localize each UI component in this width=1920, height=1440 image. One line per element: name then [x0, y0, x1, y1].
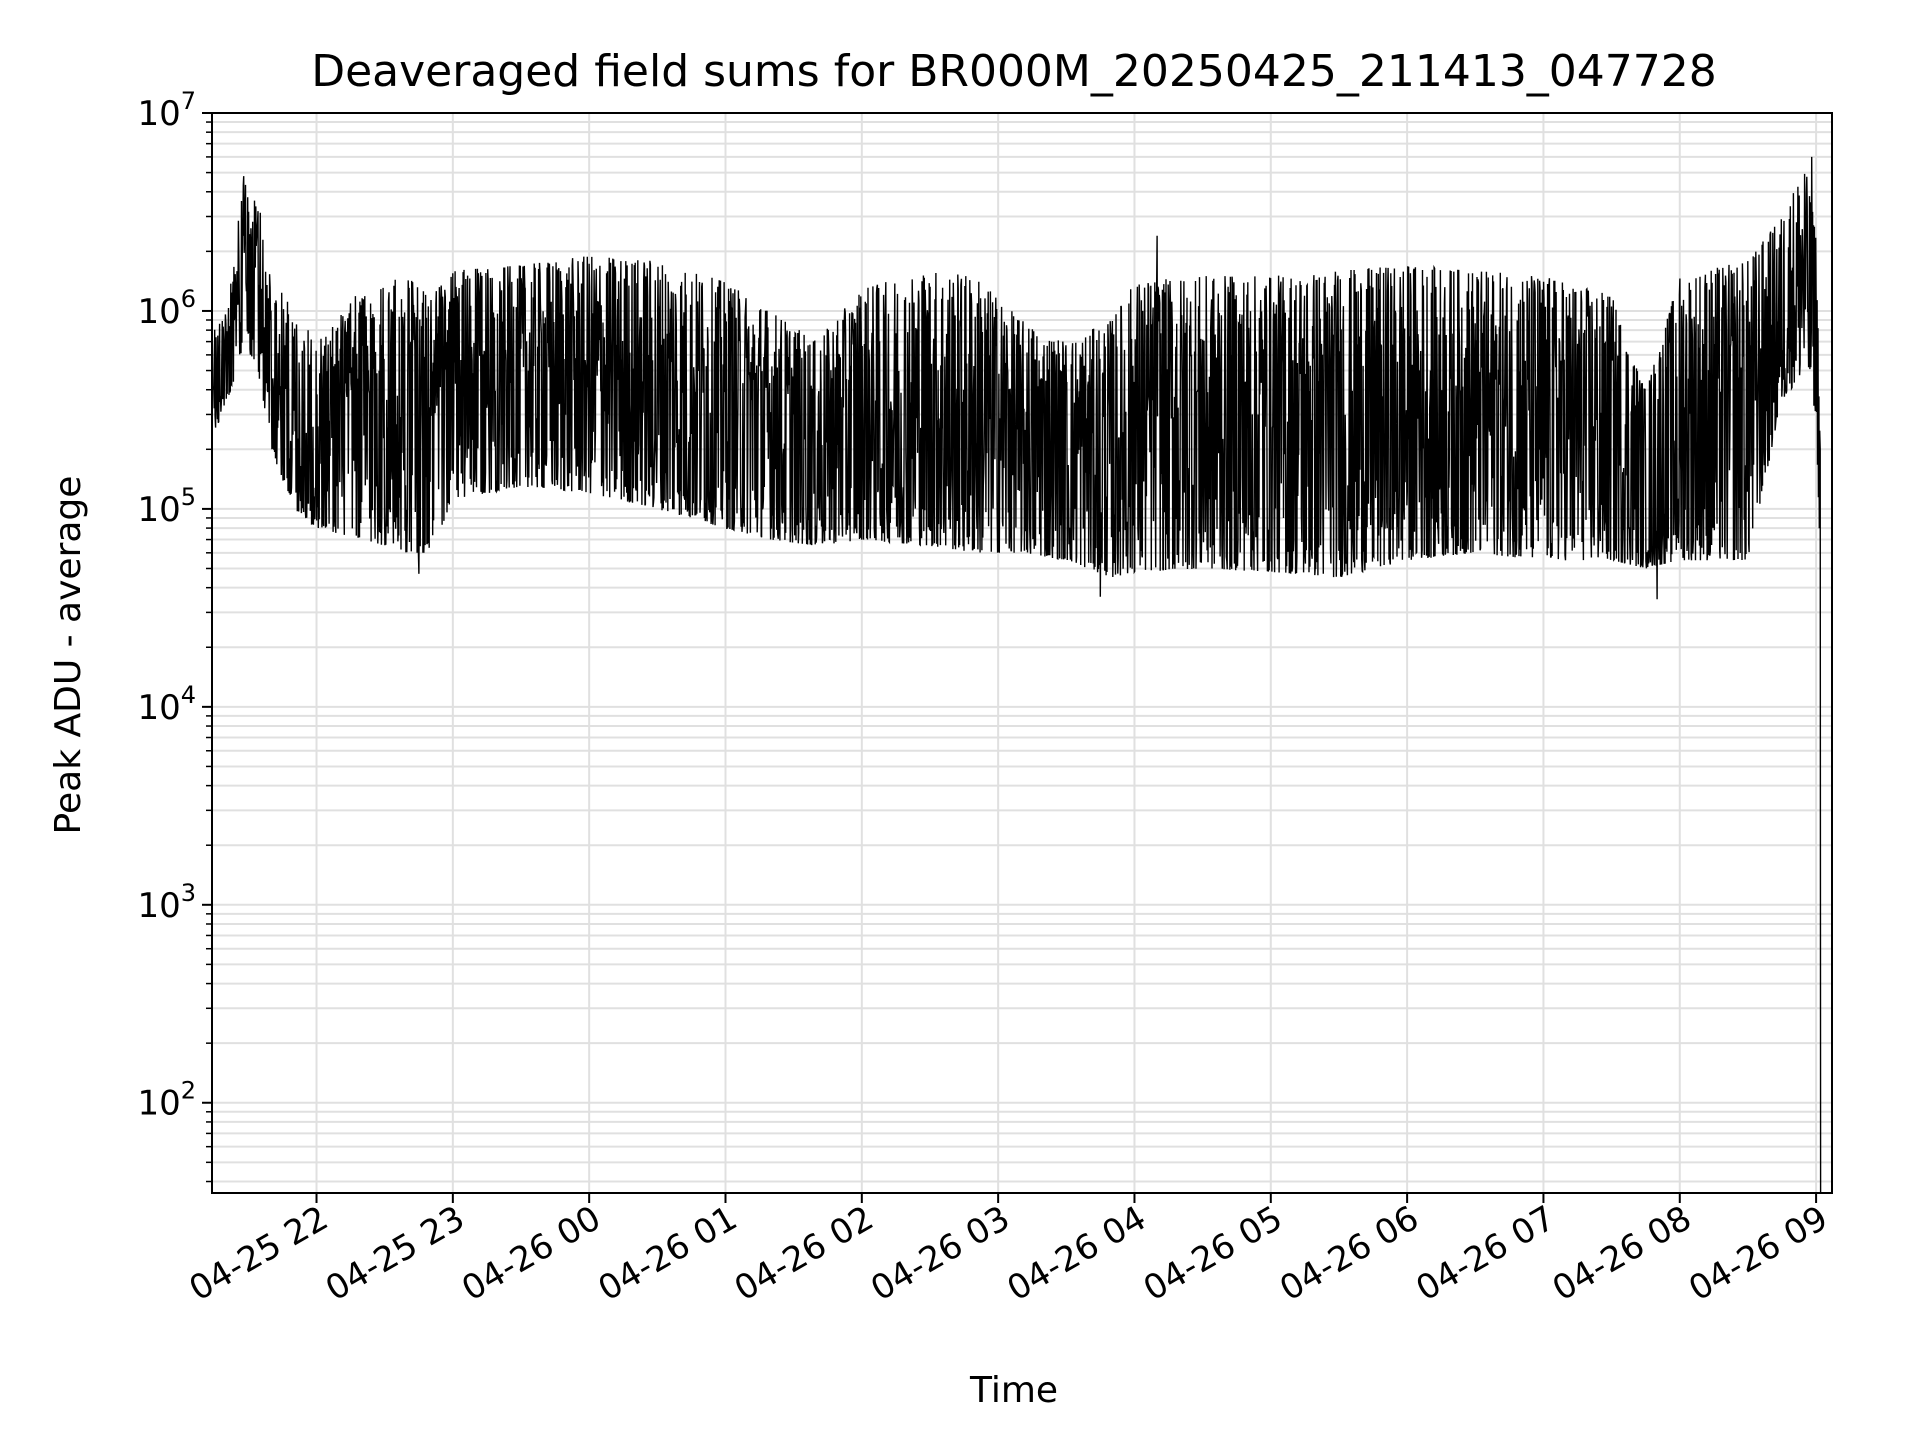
chart-title: Deaveraged field sums for BR000M_2025042…: [311, 46, 1717, 97]
y-tick-label: 104: [137, 681, 196, 728]
y-tick-label: 106: [137, 285, 196, 332]
y-tick-label: 107: [137, 87, 196, 134]
y-tick-label: 105: [137, 483, 196, 530]
y-tick-label: 103: [137, 879, 196, 926]
data-series: [211, 156, 1823, 1194]
y-axis-label: Peak ADU - average: [48, 476, 89, 835]
plot-frame: [211, 112, 1833, 1194]
x-axis-label: Time: [969, 1370, 1058, 1411]
series-line: [211, 156, 1823, 1194]
y-tick-label: 102: [137, 1077, 196, 1124]
